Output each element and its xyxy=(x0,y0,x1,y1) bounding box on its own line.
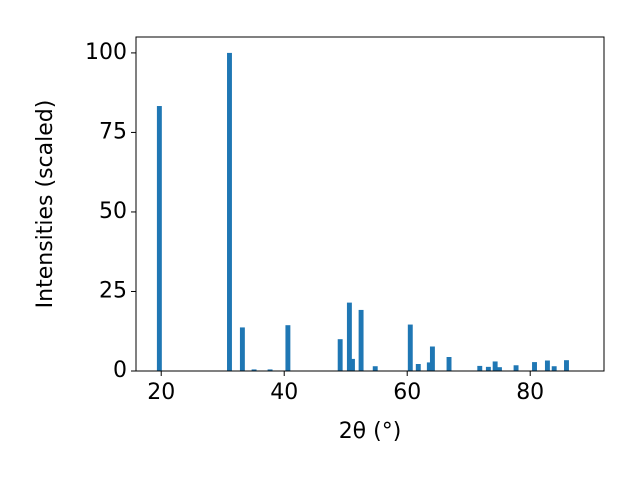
bar xyxy=(156,106,162,371)
plot-frame xyxy=(135,36,605,372)
bar xyxy=(426,362,432,371)
bar xyxy=(496,367,502,371)
y-tick-label: 75 xyxy=(99,119,127,144)
bar xyxy=(251,369,257,371)
bar xyxy=(267,369,273,371)
bar xyxy=(485,366,491,371)
bar xyxy=(358,309,364,371)
x-tick-label: 20 xyxy=(147,380,175,405)
bar xyxy=(239,327,245,371)
y-tick-label: 25 xyxy=(99,278,127,303)
y-tick-label: 50 xyxy=(99,199,127,224)
x-axis-label: 2θ (°) xyxy=(339,419,402,444)
bar xyxy=(407,324,413,371)
bar xyxy=(227,52,232,372)
bar xyxy=(532,362,537,371)
bar xyxy=(415,364,421,371)
x-tick-label: 60 xyxy=(393,380,421,405)
x-tick-label: 80 xyxy=(516,380,544,405)
bar xyxy=(564,360,569,371)
y-tick-label: 100 xyxy=(85,40,127,65)
bar xyxy=(551,366,557,371)
bar xyxy=(446,357,452,371)
bar xyxy=(492,361,498,371)
bar xyxy=(337,339,343,371)
bar xyxy=(429,346,435,371)
y-axis-label: Intensities (scaled) xyxy=(33,100,58,309)
x-tick-label: 40 xyxy=(270,380,298,405)
bar xyxy=(477,365,483,371)
bar xyxy=(513,365,519,371)
bar xyxy=(346,302,352,371)
bar xyxy=(350,358,355,371)
bar xyxy=(544,360,550,371)
bar xyxy=(372,366,378,371)
bar xyxy=(285,325,291,371)
y-tick-label: 0 xyxy=(113,358,127,383)
